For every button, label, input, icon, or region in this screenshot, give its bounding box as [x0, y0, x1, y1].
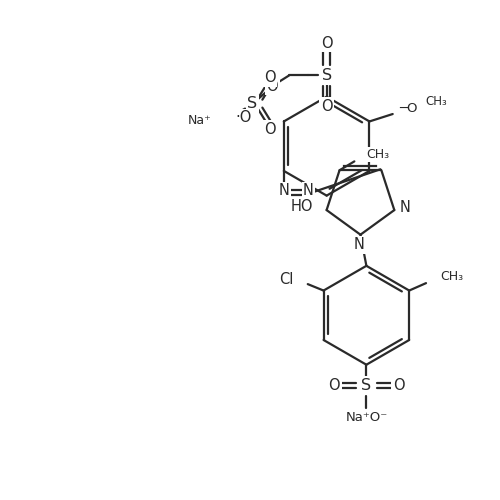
Text: O: O: [266, 79, 278, 94]
Text: CH₃: CH₃: [366, 148, 390, 161]
Text: O: O: [328, 378, 340, 393]
Text: O: O: [264, 122, 276, 137]
Text: ─O: ─O: [399, 102, 417, 115]
Text: CH₃: CH₃: [440, 270, 463, 283]
Text: S: S: [322, 68, 332, 83]
Text: S: S: [362, 378, 372, 393]
Text: O: O: [392, 378, 404, 393]
Text: CH₃: CH₃: [426, 95, 448, 108]
Text: N: N: [354, 237, 365, 252]
Text: ·O: ·O: [235, 110, 252, 125]
Text: N: N: [303, 183, 314, 198]
Text: N: N: [400, 200, 410, 215]
Text: O: O: [321, 98, 332, 114]
Text: O: O: [321, 36, 332, 51]
Text: N: N: [278, 183, 289, 198]
Text: Cl: Cl: [280, 272, 294, 286]
Text: Na⁺O⁻: Na⁺O⁻: [346, 411, 388, 424]
Text: O: O: [264, 70, 276, 86]
Text: Na⁺: Na⁺: [188, 114, 212, 127]
Text: HO: HO: [290, 198, 313, 214]
Text: S: S: [248, 96, 258, 111]
